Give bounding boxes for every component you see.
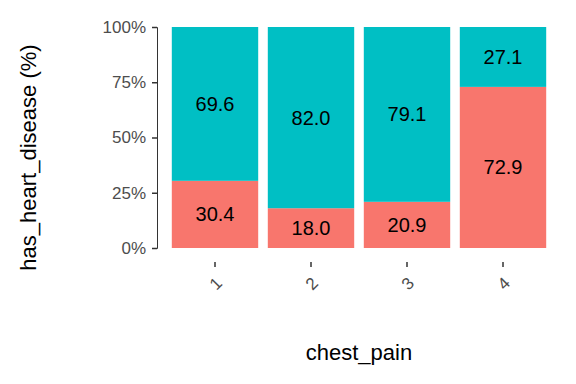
y-tick-mark (152, 82, 157, 84)
y-axis-title: has_heart_disease (%) (16, 44, 41, 270)
x-axis-line (168, 263, 552, 268)
y-tick-mark (152, 27, 157, 29)
y-tick-label: 100% (103, 18, 146, 37)
data-label: 72.9 (484, 156, 523, 178)
data-label: 79.1 (388, 103, 427, 125)
y-tick: 25% (112, 184, 157, 203)
x-tick-mark (406, 262, 408, 267)
x-tick-label: 2 (302, 274, 322, 294)
y-tick-label: 50% (112, 128, 146, 147)
bar-segment (172, 181, 258, 248)
x-tick-label: 1 (206, 274, 226, 294)
y-tick-mark (152, 137, 157, 139)
y-tick-mark (152, 248, 157, 250)
data-label: 69.6 (196, 93, 235, 115)
bar-segment (364, 27, 450, 202)
bar-segment (364, 202, 450, 248)
x-tick-mark (214, 262, 216, 267)
x-tick-label: 3 (398, 274, 418, 294)
y-axis-line (152, 28, 158, 249)
x-tick: 1 (206, 262, 226, 294)
x-tick: 2 (302, 262, 322, 294)
y-tick-label: 75% (112, 73, 146, 92)
x-tick: 3 (398, 262, 418, 294)
x-tick-mark (310, 262, 312, 267)
data-label: 30.4 (196, 203, 235, 225)
data-label: 27.1 (484, 46, 523, 68)
chart: 30.4 18.0 20.9 72.9 69.6 82.0 79.1 27.1 0% 25% 50%… (0, 0, 576, 384)
y-axis: 0% 25% 50% 75% 100% (103, 18, 158, 258)
bar-segment (268, 27, 354, 208)
data-label: 20.9 (388, 214, 427, 236)
x-tick-label: 4 (494, 274, 514, 294)
y-tick: 0% (121, 239, 157, 258)
data-label: 82.0 (292, 107, 331, 129)
y-tick-mark (152, 193, 157, 195)
y-tick-label: 25% (112, 184, 146, 203)
bar-segment (172, 27, 258, 181)
y-tick: 50% (112, 128, 157, 147)
data-label: 18.0 (292, 217, 331, 239)
x-axis: 1 2 3 4 (168, 262, 552, 294)
x-tick-mark (502, 262, 504, 267)
bar-segment (268, 208, 354, 248)
y-tick-label: 0% (121, 239, 146, 258)
y-tick: 100% (103, 18, 157, 37)
x-tick: 4 (494, 262, 514, 294)
data-labels: 30.4 18.0 20.9 72.9 69.6 82.0 79.1 27.1 (196, 46, 523, 239)
bars (172, 27, 546, 248)
bar-segment (460, 27, 546, 87)
bar-segment (460, 87, 546, 248)
x-axis-title: chest_pain (306, 340, 412, 365)
y-tick: 75% (112, 73, 157, 92)
